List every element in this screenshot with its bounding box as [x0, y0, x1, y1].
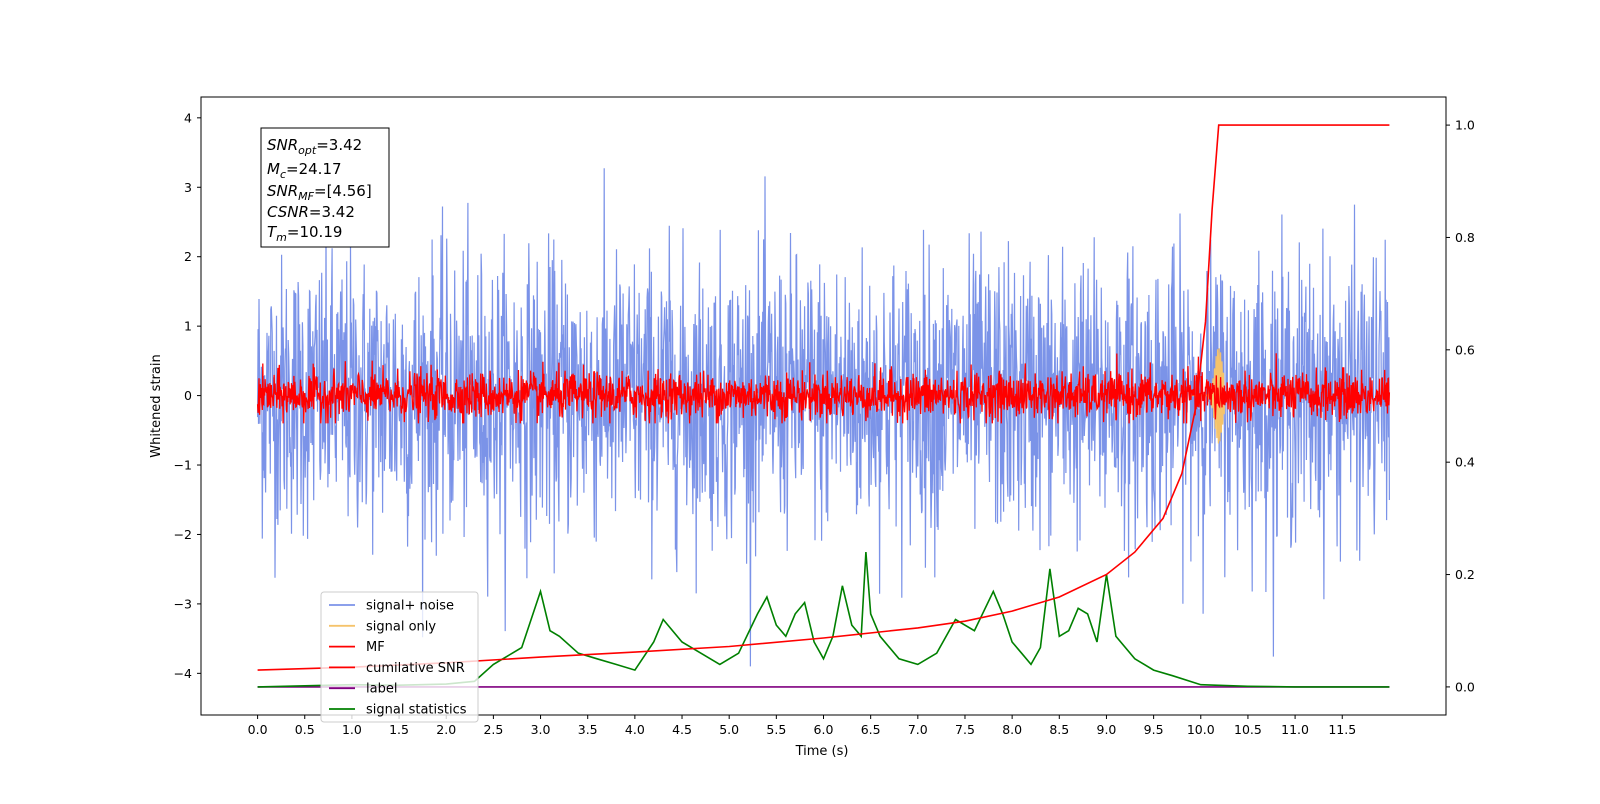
x-tick-label: 8.5: [1049, 722, 1069, 737]
series-signal-statistics: [257, 552, 1390, 688]
stat-mc: Mc=24.17: [267, 160, 342, 181]
stats-box: [260, 127, 390, 248]
legend-entries: signal+ noise signal only MF cumilative SNR…: [329, 599, 467, 718]
y-tick-label: 3: [184, 180, 192, 195]
legend-label: signal+ noise: [366, 599, 454, 614]
stats-annotation: SNRopt=3.42 Mc=24.17 SNRMF=[4.56] CSNR=3…: [260, 127, 390, 248]
x-tick-label: 1.5: [389, 722, 409, 737]
legend-label: cumilative SNR: [366, 661, 465, 676]
legend-label: label: [366, 682, 397, 697]
y-tick-label: 4: [184, 110, 192, 125]
y-right-tick-label: 0.6: [1455, 342, 1475, 357]
x-tick-label: 7.5: [955, 722, 975, 737]
y-tick-label: −4: [174, 666, 192, 681]
legend: signal+ noise signal only MF cumilative SNR…: [320, 591, 479, 723]
series-signal-noise: [257, 168, 1390, 667]
y-ticks-left: 4 3 2 1 0 −1 −2 −3 −4: [174, 110, 201, 681]
x-tick-label: 9.5: [1144, 722, 1164, 737]
series-mf: [256, 353, 1391, 424]
y-right-tick-label: 0.0: [1455, 679, 1475, 694]
y-tick-label: 0: [184, 388, 192, 403]
y-right-tick-label: 0.4: [1455, 455, 1475, 470]
x-tick-label: 1.0: [342, 722, 362, 737]
y-tick-label: 1: [184, 319, 192, 334]
x-tick-label: 3.5: [578, 722, 598, 737]
x-tick-label: 10.0: [1187, 722, 1215, 737]
legend-box: [320, 591, 479, 723]
x-tick-label: 4.5: [672, 722, 692, 737]
stat-snr-opt: SNRopt=3.42: [267, 136, 362, 157]
x-axis-label: Time (s): [795, 744, 849, 759]
y-right-tick-label: 0.8: [1455, 230, 1475, 245]
y-tick-label: 2: [184, 249, 192, 264]
x-tick-label: 0.5: [295, 722, 315, 737]
x-tick-label: 11.5: [1328, 722, 1356, 737]
x-tick-label: 2.0: [436, 722, 456, 737]
x-ticks: 0.0 0.5 1.0 1.5 2.0 2.5 3.0 3.5 4.0 4.5 5.0 5.5 6.0 6…: [248, 715, 1356, 737]
x-tick-label: 8.0: [1002, 722, 1022, 737]
x-tick-label: 4.0: [625, 722, 645, 737]
legend-label: signal statistics: [366, 703, 467, 718]
x-tick-label: 3.0: [531, 722, 551, 737]
x-tick-label: 5.0: [719, 722, 739, 737]
stat-tm: Tm=10.19: [267, 223, 342, 244]
x-tick-label: 10.5: [1234, 722, 1262, 737]
x-tick-label: 9.0: [1097, 722, 1117, 737]
series-cumilative-snr: [257, 124, 1390, 671]
y-tick-label: −1: [174, 458, 192, 473]
legend-label: signal only: [366, 619, 436, 634]
x-tick-label: 11.0: [1281, 722, 1309, 737]
y-right-tick-label: 0.2: [1455, 567, 1475, 582]
legend-label: MF: [366, 640, 385, 655]
y-right-tick-label: 1.0: [1455, 118, 1475, 133]
x-tick-label: 6.0: [814, 722, 834, 737]
y-axis-label: Whitened strain: [149, 354, 164, 457]
x-tick-label: 0.0: [248, 722, 268, 737]
stat-csnr: CSNR=3.42: [267, 203, 355, 221]
y-tick-label: −3: [174, 596, 192, 611]
x-tick-label: 5.5: [766, 722, 786, 737]
y-ticks-right: 1.0 0.8 0.6 0.4 0.2 0.0: [1446, 118, 1475, 694]
x-tick-label: 6.5: [861, 722, 881, 737]
stat-snr-mf: SNRMF=[4.56]: [267, 182, 372, 203]
y-tick-label: −2: [174, 527, 192, 542]
x-tick-label: 7.0: [908, 722, 928, 737]
x-tick-label: 2.5: [483, 722, 503, 737]
